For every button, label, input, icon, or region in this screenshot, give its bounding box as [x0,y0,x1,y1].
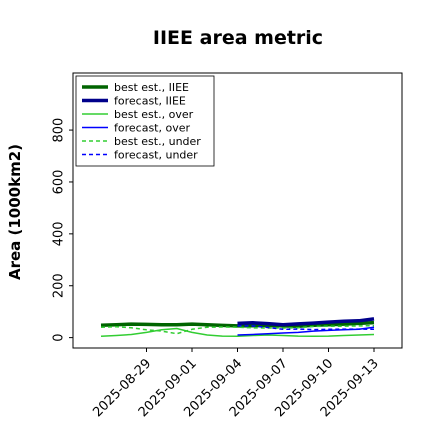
series-line-1 [237,317,375,327]
series-line-5 [237,325,375,331]
y-tick-label-0: 0 [52,333,67,341]
legend-label-0: best est., IIEE [114,81,189,94]
y-tick-label-1: 200 [52,273,67,298]
y-tick-label-4: 800 [52,118,67,143]
legend-label-1: forecast, IIEE [114,95,186,108]
chart-title: IIEE area metric [153,27,323,49]
plot-area [100,317,375,338]
series-line-3 [237,326,375,336]
legend-label-2: best est., over [114,108,194,121]
legend-box [75,75,215,167]
series-line-2 [100,327,375,338]
y-axis-label: Area (1000km2) [6,144,24,280]
legend-label-3: forecast, over [114,122,190,135]
legend-label-4: best est., under [114,135,201,148]
y-tick-label-3: 600 [52,170,67,195]
y-tick-label-2: 400 [52,221,67,246]
legend-label-5: forecast, under [114,149,198,162]
series-line-4 [100,324,375,335]
